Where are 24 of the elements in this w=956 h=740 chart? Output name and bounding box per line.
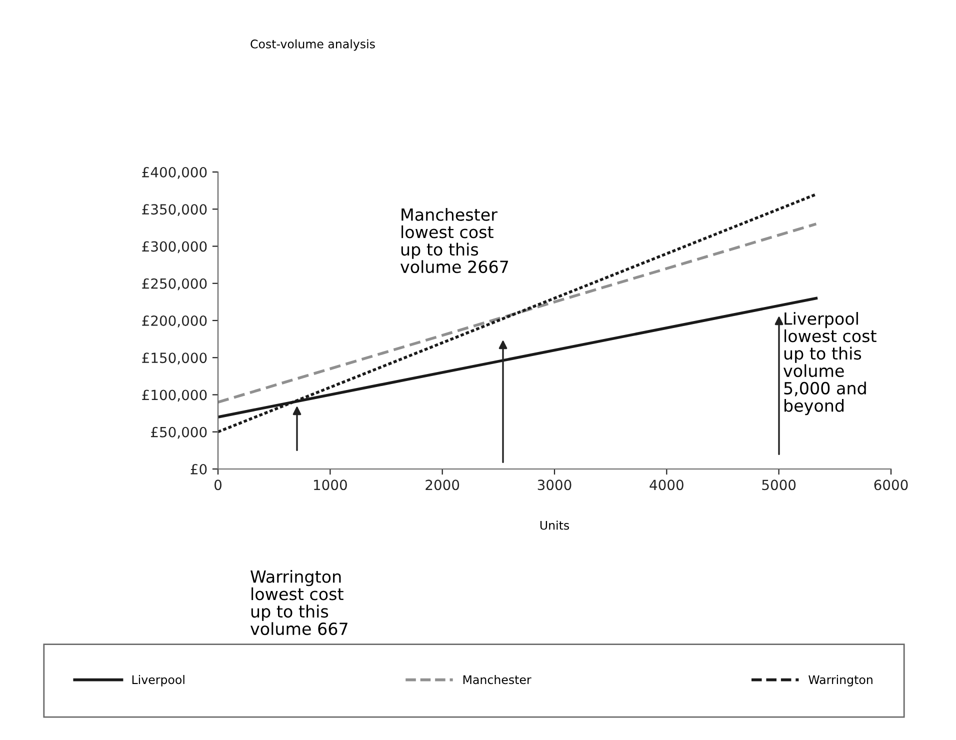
annotation: Manchester lowest cost up to this volume 2667	[400, 208, 508, 274]
x-tick-label: 3000	[538, 480, 572, 490]
y-tick-label: £400,000	[142, 166, 207, 179]
x-tick-label: 6000	[874, 480, 908, 490]
legend-label: Manchester	[463, 674, 532, 684]
y-tick-label: £250,000	[142, 278, 207, 290]
legend-label: Liverpool	[132, 674, 184, 686]
text: Warrington lowest cost up to this volume 667	[250, 570, 348, 636]
y-tick-label: £200,000	[142, 315, 207, 328]
y-tick-label: £150,000	[142, 352, 207, 365]
y-tick-label: £350,000	[142, 204, 207, 216]
y-tick-label: £100,000	[142, 390, 207, 402]
y-tick-label: £50,000	[151, 426, 207, 439]
x-tick-label: 1000	[314, 480, 347, 490]
legend-label: Warrington	[808, 674, 872, 686]
y-tick-label: £300,000	[142, 241, 207, 254]
y-tick-label: £0	[190, 464, 207, 474]
x-tick-label: 4000	[650, 480, 684, 490]
x-tick-label: 0	[214, 480, 222, 490]
x-tick-label: 5000	[762, 480, 796, 490]
x-tick-label: 2000	[426, 480, 460, 490]
chart-title: Cost-volume analysis	[250, 39, 375, 51]
x-axis-title: Units	[540, 520, 570, 530]
annotation: Liverpool lowest cost up to this volume 5,000 and beyond	[783, 312, 876, 416]
